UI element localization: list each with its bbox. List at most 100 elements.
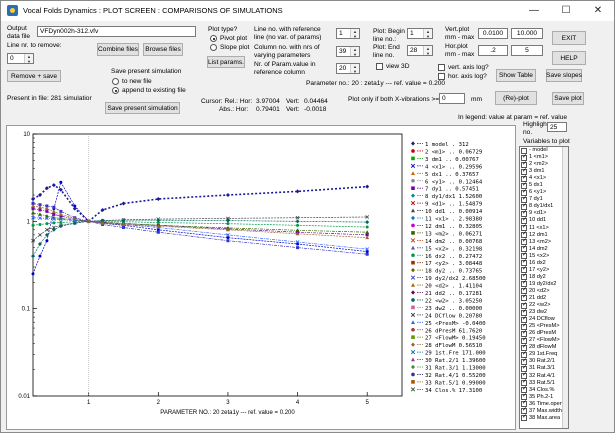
variable-item[interactable]: 7 dy1 [520,196,568,203]
variable-item[interactable]: 24 DCflow [520,316,568,323]
data-point [225,227,230,232]
x-tick-label: 1 [87,400,91,406]
variable-item[interactable]: 9 <d1> [520,210,568,217]
replot-button[interactable]: (Re)-plot [495,91,537,105]
hor-min-input[interactable]: .2 [478,45,508,56]
vert-max-input[interactable]: 10.000 [511,28,543,39]
nr-param-input[interactable]: 20 ▲ ▼ [336,63,360,74]
variable-item[interactable]: 32 Rat.4/1 [520,372,568,380]
variable-label: 4 <x1> [529,175,547,182]
variable-item[interactable]: 10 dd1 [520,217,568,224]
variable-item[interactable]: 21 dd2 [520,294,568,302]
save-plot-button[interactable]: Save plot [552,92,584,105]
data-point [38,254,42,258]
spin-arrows-icon[interactable]: ▲ ▼ [423,29,432,38]
vert-min-input[interactable]: 0.0100 [478,28,508,39]
variable-item[interactable]: 31 Rat.3/1 [520,365,568,372]
variable-item[interactable]: 6 <y1> [520,189,568,196]
variable-item[interactable]: 27 <FlowM> [520,337,568,344]
variable-item[interactable]: 34 Clos.% [520,386,568,394]
show-table-button[interactable]: Show Table [496,69,536,82]
variable-item[interactable]: 8 dy1/dx1 [520,203,568,210]
remove-line-input[interactable]: 0 ▲ ▼ [7,53,34,64]
spin-arrows-icon[interactable]: ▲ ▼ [423,46,432,55]
data-point [51,209,56,213]
variable-item[interactable]: 2 <m2> [520,161,568,168]
spin-arrows-icon[interactable]: ▲ ▼ [350,64,359,73]
variable-item[interactable]: 12 dm1 [520,231,568,239]
variable-item[interactable]: 16 dx2 [520,259,568,267]
variables-scrollbar[interactable] [562,147,568,428]
data-point [38,216,42,220]
exit-button[interactable]: EXIT [552,31,586,45]
variable-item[interactable]: 20 <d2> [520,287,568,295]
variable-item[interactable]: 37 Max.width [520,407,568,415]
hor-log-checkbox[interactable] [438,73,445,80]
variable-item[interactable]: 1 <m1> [520,154,568,161]
variable-item[interactable]: 19 dy2/dx2 [520,280,568,288]
col-nrs-input[interactable]: 39 ▲ ▼ [336,46,360,57]
variable-item[interactable]: 28 dFlowM [520,344,568,351]
browse-files-button[interactable]: Browse files [143,43,183,56]
variable-item[interactable]: 36 Time.open [520,400,568,408]
data-point [365,220,370,225]
variable-item[interactable]: 26 dPresM [520,330,568,337]
variable-item[interactable]: 22 <w2> [520,302,568,309]
variables-list[interactable]: - model1 <m1>2 <m2>3 dm14 <x1>5 dx16 <y1… [519,146,569,429]
variable-item[interactable]: 33 Rat.5/1 [520,379,568,387]
data-point [225,225,230,230]
view-3d-checkbox[interactable] [376,63,383,70]
variable-item[interactable]: 29 1st.Freq [520,351,568,358]
variable-item[interactable]: 30 Rat.2/1 [520,358,568,365]
spin-arrows-icon[interactable]: ▲ ▼ [350,47,359,56]
close-icon[interactable]: ✕ [593,5,603,16]
save-present-simulation-button[interactable]: Save present simulation [105,102,180,114]
variable-item[interactable]: 23 dw2 [520,309,568,316]
variable-label: 8 dy1/dx1 [529,203,554,210]
pivot-plot-radio[interactable] [210,35,217,42]
line-ref-input[interactable]: 1 ▲ ▼ [336,28,360,39]
vert-log-checkbox[interactable] [438,64,445,71]
variable-item[interactable]: - model [520,147,568,154]
variable-label: 16 dx2 [529,259,546,266]
plot-end-input[interactable]: 28 ▲ ▼ [407,45,433,56]
variable-item[interactable]: 17 <y2> [520,266,568,274]
minimize-icon[interactable]: — [529,5,539,16]
remove-save-button[interactable]: Remove + save [7,70,61,82]
variable-item[interactable]: 11 <x1> [520,224,568,232]
maximize-icon[interactable]: ☐ [561,5,571,16]
spin-arrows-icon[interactable]: ▲ ▼ [24,54,33,63]
highlight-input[interactable]: 25 [547,122,567,132]
append-file-radio[interactable] [112,87,119,94]
variable-item[interactable]: 35 Ph.2-1 [520,393,568,401]
output-file-input[interactable]: VFDyn002h-312.vfv [37,26,196,37]
save-slopes-button[interactable]: Save slopes [546,69,582,82]
variable-checkbox[interactable] [521,414,527,422]
data-point [226,222,230,226]
variable-item[interactable]: 25 <PresM> [520,323,568,330]
variable-item[interactable]: 13 <m2> [520,238,568,246]
plot-begin-input[interactable]: 1 ▲ ▼ [407,28,433,39]
combine-files-button[interactable]: Combine files [97,43,139,56]
variable-item[interactable]: 38 Max.area [520,414,568,422]
slope-plot-radio[interactable] [210,44,217,51]
plot-only-input[interactable]: 0 [439,93,465,104]
plot-panel[interactable]: 10 1 0.1 0.01 1 2 3 4 5 PARAMETER NO.: 20 zeta1y … [6,125,516,430]
spin-arrows-icon[interactable]: ▲ ▼ [350,29,359,38]
variable-item[interactable]: 18 dy2 [520,273,568,281]
to-new-file-radio[interactable] [112,78,119,85]
variable-item[interactable]: 4 <x1> [520,175,568,182]
variable-item[interactable]: 14 dm2 [520,245,568,253]
hor-plot-label: Hor.plot mm - max [445,43,475,58]
variable-label: 13 <m2> [529,238,552,245]
hor-max-input[interactable]: 5 [511,45,543,56]
list-params-button[interactable]: List params. [207,56,245,68]
variable-item[interactable]: 15 <x2> [520,252,568,260]
variable-item[interactable]: 5 dx1 [520,182,568,189]
variable-item[interactable]: 3 dm1 [520,168,568,175]
legend-marker [410,312,416,317]
cursor-rel-vert-label: Vert: [286,98,300,105]
help-button[interactable]: HELP [552,51,586,65]
nr-param-value: 20 [339,65,347,72]
vert-log-label: vert. axis log? [448,64,489,71]
